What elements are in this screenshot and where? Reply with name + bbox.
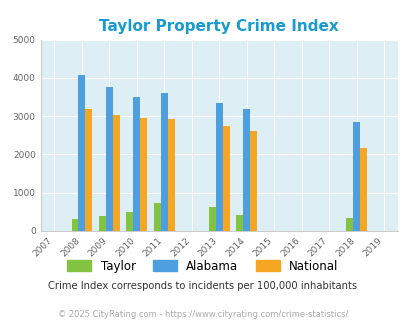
Bar [222, 126, 229, 231]
Bar [160, 93, 167, 231]
Title: Taylor Property Crime Index: Taylor Property Crime Index [99, 19, 338, 34]
Bar [153, 203, 160, 231]
Bar [215, 103, 222, 231]
Bar [345, 218, 352, 231]
Bar [209, 207, 215, 231]
Bar [249, 131, 256, 231]
Bar [236, 214, 243, 231]
Bar [71, 219, 78, 231]
Text: Crime Index corresponds to incidents per 100,000 inhabitants: Crime Index corresponds to incidents per… [48, 281, 357, 291]
Bar [359, 148, 366, 231]
Bar [106, 87, 113, 231]
Bar [133, 97, 140, 231]
Bar [243, 109, 249, 231]
Bar [85, 109, 92, 231]
Bar [126, 212, 133, 231]
Legend: Taylor, Alabama, National: Taylor, Alabama, National [63, 255, 342, 278]
Bar [167, 119, 174, 231]
Bar [140, 118, 147, 231]
Text: © 2025 CityRating.com - https://www.cityrating.com/crime-statistics/: © 2025 CityRating.com - https://www.city… [58, 310, 347, 319]
Bar [113, 115, 119, 231]
Bar [78, 75, 85, 231]
Bar [352, 122, 359, 231]
Bar [99, 216, 106, 231]
